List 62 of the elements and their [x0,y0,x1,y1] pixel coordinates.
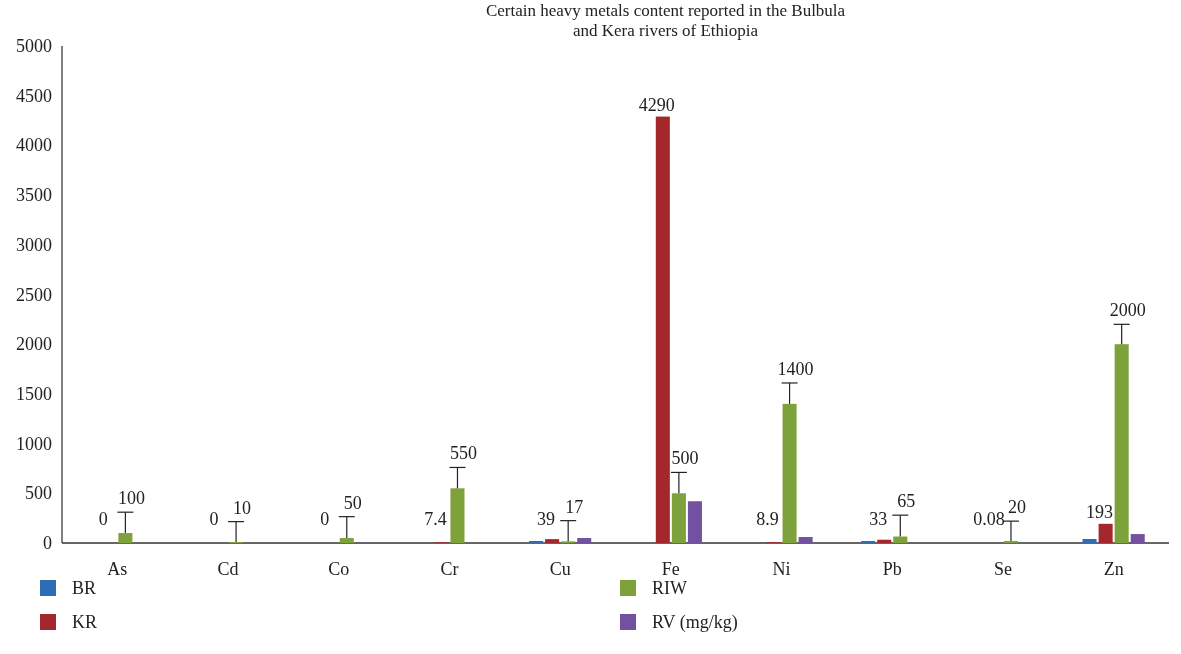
data-label: 100 [117,488,145,509]
y-tick-label: 2500 [16,284,52,305]
y-tick-label: 4000 [16,135,52,156]
x-tick-label: Se [993,559,1012,579]
bar [545,539,560,543]
x-tick-label: Co [328,559,350,579]
y-tick-label: 0 [43,533,52,553]
chart-title: Certain heavy metals content reported in the Bulbula and Kera rivers of Ethiopia [485,1,846,40]
legend-label: KR [72,612,98,632]
data-label: 65 [897,491,916,512]
data-label: 1400 [777,358,814,379]
data-label: 39 [537,509,556,529]
bar [1114,344,1129,543]
data-label: 20 [1007,497,1026,518]
x-tick-label: As [107,559,128,579]
bar [782,403,797,543]
legend-label: RIW [652,578,687,598]
bar [339,538,354,543]
bar [1098,523,1113,543]
x-tick-label: Ni [772,559,791,579]
legend-label: RV (mg/kg) [652,612,738,633]
y-tick-label: 5000 [16,36,52,56]
x-tick-label: Cu [549,559,571,579]
bar [877,539,892,543]
bar [577,538,592,543]
bar [798,537,813,543]
bar [450,488,465,543]
y-tick-label: 2000 [16,334,52,355]
data-label: 0 [98,509,108,529]
x-tick-label: Cd [217,559,239,579]
data-label: 193 [1086,501,1114,522]
y-tick-label: 4500 [16,85,52,106]
y-tick-label: 3000 [16,234,52,255]
data-label: 7.4 [424,509,447,529]
legend-label: BR [72,578,97,598]
bar [655,116,670,543]
data-label: 17 [565,496,584,517]
data-label: 50 [343,492,362,513]
bar [893,536,908,543]
data-label: 0 [209,509,219,529]
data-label: 500 [671,448,699,469]
bar [118,533,133,543]
y-tick-label: 1500 [16,383,52,404]
bar [1082,539,1097,543]
bar [671,493,686,543]
data-label: 0.08 [973,509,1005,529]
data-label: 0 [320,509,330,529]
x-tick-label: Pb [882,559,902,579]
bar [687,501,702,543]
x-tick-label: Cr [440,559,459,579]
data-label: 550 [449,443,477,464]
y-tick-label: 1000 [16,433,52,454]
data-label: 8.9 [756,509,779,529]
x-tick-label: Zn [1103,559,1124,579]
data-label: 33 [869,509,888,529]
data-label: 2000 [1109,300,1146,321]
bar [1130,534,1145,543]
x-tick-label: Fe [661,559,680,579]
y-tick-label: 3500 [16,185,52,206]
data-label: 4290 [638,94,675,115]
data-label: 10 [233,497,252,518]
y-tick-label: 500 [25,483,52,504]
